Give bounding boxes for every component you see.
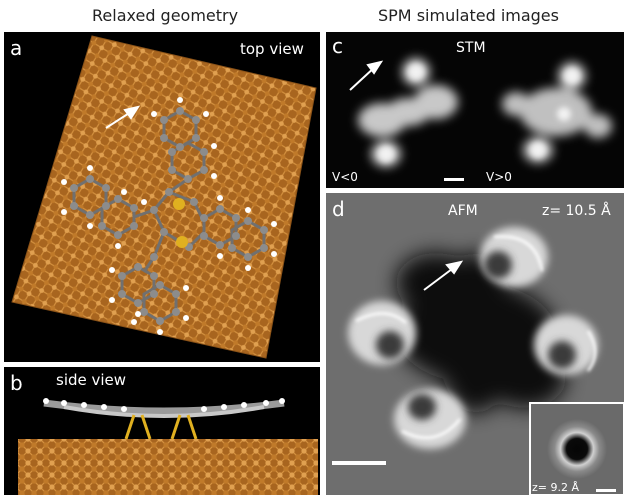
panel-c-label: c: [332, 34, 343, 58]
panel-b-title: side view: [56, 371, 127, 389]
panel-b-side-view: b side view: [4, 367, 320, 495]
top-view-figure: [11, 35, 317, 359]
arrow-icon: [349, 60, 384, 91]
panel-d-label: d: [332, 197, 345, 221]
scale-bar: [444, 178, 464, 181]
arrow-icon: [105, 105, 141, 129]
molecule-side-view: [43, 398, 285, 440]
stm-images: [349, 58, 612, 181]
header-relaxed-geometry: Relaxed geometry: [92, 6, 239, 25]
side-view-figure: [18, 398, 318, 495]
afm-lobes: [348, 227, 598, 449]
panel-a-top-view: a top view: [4, 32, 320, 362]
panel-d-afm: d AFM z= 10.5 Å z= 9.2 Å: [326, 193, 624, 495]
afm-scale-bar: [332, 461, 386, 465]
copper-slab: [18, 439, 318, 495]
panel-d-height: z= 10.5 Å: [542, 203, 611, 219]
panel-c-title: STM: [456, 40, 486, 56]
stm-right-bias: V>0: [486, 170, 512, 184]
afm-inset: [529, 402, 624, 495]
inset-height: z= 9.2 Å: [532, 481, 580, 494]
stm-left-bias: V<0: [332, 170, 358, 184]
stm-positive-bias: [502, 62, 612, 163]
stm-negative-bias: [358, 58, 458, 167]
afm-image: [332, 227, 624, 495]
header-spm-simulated: SPM simulated images: [378, 6, 559, 25]
hydrogen-atoms: [61, 97, 277, 335]
panel-c-stm: c STM V<0 V>0: [326, 32, 624, 188]
sulfur-atoms: [173, 198, 188, 248]
carbon-atoms: [70, 107, 268, 325]
panel-a-label: a: [10, 36, 23, 60]
panel-a-title: top view: [240, 40, 304, 58]
panel-b-label: b: [10, 371, 23, 395]
panel-d-title: AFM: [448, 203, 478, 219]
arrow-icon: [423, 260, 464, 291]
